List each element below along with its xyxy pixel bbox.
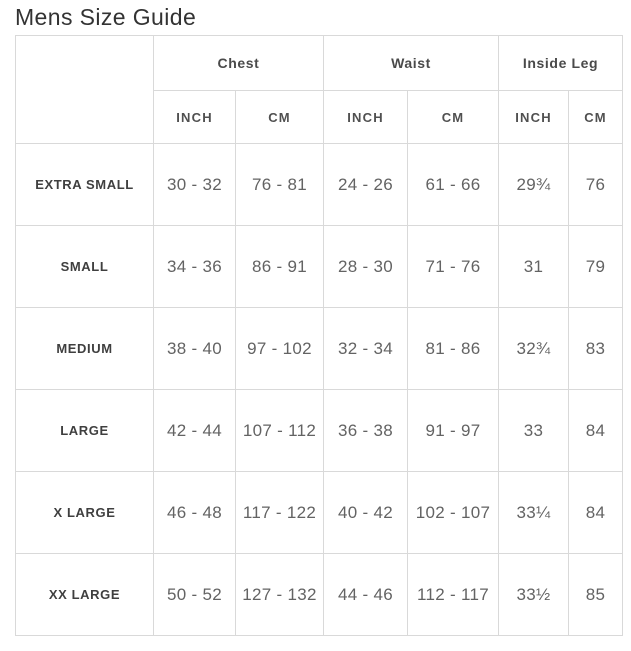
table-row: XX LARGE 50 - 52 127 - 132 44 - 46 112 -…: [15, 553, 624, 636]
waist-inch-header: INCH: [323, 90, 408, 144]
inside-leg-inch-value: 33½: [498, 553, 570, 636]
size-label: XX LARGE: [15, 553, 154, 636]
chest-cm-value: 86 - 91: [235, 225, 324, 308]
group-header-row: Chest Waist Inside Leg: [15, 35, 624, 144]
waist-inch-value: 44 - 46: [323, 553, 408, 636]
size-label: X LARGE: [15, 471, 154, 554]
inside-leg-cm-value: 83: [568, 307, 624, 390]
waist-cm-header: CM: [406, 90, 500, 144]
unit-header-row: INCH CM INCH CM INCH CM: [16, 90, 624, 144]
chest-inch-value: 30 - 32: [153, 143, 236, 226]
chest-inch-value: 38 - 40: [153, 307, 236, 390]
chest-cm-value: 127 - 132: [235, 553, 324, 636]
chest-inch-value: 34 - 36: [153, 225, 236, 308]
column-group-chest: Chest: [153, 35, 324, 91]
waist-cm-value: 102 - 107: [406, 471, 500, 554]
inside-leg-cm-value: 84: [568, 389, 624, 472]
table-row: MEDIUM 38 - 40 97 - 102 32 - 34 81 - 86 …: [15, 307, 624, 390]
chest-inch-header: INCH: [153, 90, 236, 144]
waist-cm-value: 61 - 66: [406, 143, 500, 226]
page-title: Mens Size Guide: [15, 4, 197, 30]
column-group-inside-leg: Inside Leg: [498, 35, 624, 91]
waist-inch-value: 32 - 34: [323, 307, 408, 390]
waist-inch-value: 28 - 30: [323, 225, 408, 308]
waist-cm-value: 81 - 86: [406, 307, 500, 390]
size-label: LARGE: [15, 389, 154, 472]
waist-inch-value: 24 - 26: [323, 143, 408, 226]
inside-leg-cm-value: 85: [568, 553, 624, 636]
inside-leg-cm-value: 76: [568, 143, 624, 226]
column-group-waist: Waist: [322, 35, 500, 91]
inside-leg-cm-header: CM: [568, 90, 624, 144]
size-label: EXTRA SMALL: [15, 143, 154, 226]
table-row: SMALL 34 - 36 86 - 91 28 - 30 71 - 76 31…: [15, 225, 624, 308]
waist-inch-value: 36 - 38: [323, 389, 408, 472]
inside-leg-inch-value: 33¼: [498, 471, 570, 554]
chest-inch-value: 50 - 52: [153, 553, 236, 636]
inside-leg-inch-value: 31: [498, 225, 570, 308]
table-row: LARGE 42 - 44 107 - 112 36 - 38 91 - 97 …: [15, 389, 624, 472]
waist-cm-value: 91 - 97: [406, 389, 500, 472]
chest-cm-value: 107 - 112: [235, 389, 324, 472]
waist-cm-value: 112 - 117: [406, 553, 500, 636]
chest-inch-value: 42 - 44: [153, 389, 236, 472]
inside-leg-inch-value: 32¾: [498, 307, 570, 390]
corner-empty-cell: [15, 35, 154, 144]
chest-cm-value: 117 - 122: [235, 471, 324, 554]
chest-cm-header: CM: [235, 90, 324, 144]
inside-leg-cm-value: 79: [568, 225, 624, 308]
chest-inch-value: 46 - 48: [153, 471, 236, 554]
table-row: EXTRA SMALL 30 - 32 76 - 81 24 - 26 61 -…: [15, 143, 624, 226]
size-label: SMALL: [15, 225, 154, 308]
size-label: MEDIUM: [15, 307, 154, 390]
waist-inch-value: 40 - 42: [323, 471, 408, 554]
inside-leg-inch-header: INCH: [498, 90, 570, 144]
chest-cm-value: 97 - 102: [235, 307, 324, 390]
table-row: X LARGE 46 - 48 117 - 122 40 - 42 102 - …: [15, 471, 624, 554]
chest-cm-value: 76 - 81: [235, 143, 324, 226]
inside-leg-inch-value: 33: [498, 389, 570, 472]
waist-cm-value: 71 - 76: [406, 225, 500, 308]
mens-size-guide-table: Chest Waist Inside Leg INCH CM INCH CM I…: [15, 35, 624, 636]
inside-leg-inch-value: 29¾: [498, 143, 570, 226]
inside-leg-cm-value: 84: [568, 471, 624, 554]
